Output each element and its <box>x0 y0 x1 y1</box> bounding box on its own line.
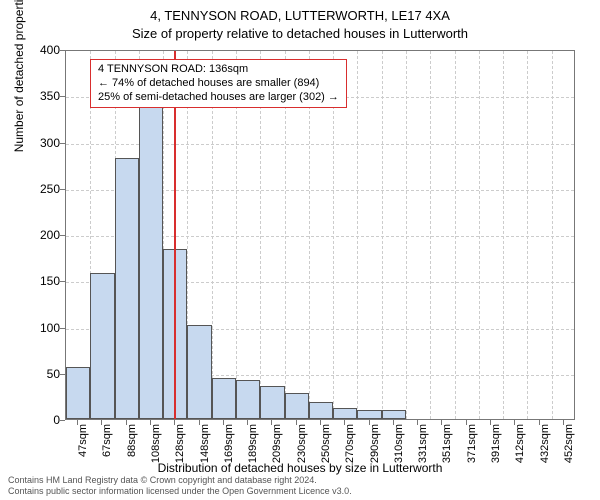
x-tick-label: 108sqm <box>150 424 162 464</box>
y-tick-mark <box>60 328 65 329</box>
footer-line: Contains HM Land Registry data © Crown c… <box>8 475 352 485</box>
y-tick-label: 0 <box>25 413 60 427</box>
x-tick-label: 169sqm <box>223 424 235 464</box>
gridline-v <box>430 51 431 419</box>
x-tick-label: 391sqm <box>490 424 502 464</box>
x-tick-label: 47sqm <box>77 424 89 464</box>
y-tick-label: 350 <box>25 89 60 103</box>
y-tick-label: 250 <box>25 182 60 196</box>
histogram-bar <box>90 273 114 419</box>
histogram-bar <box>382 410 406 419</box>
gridline-v <box>479 51 480 419</box>
x-tick-label: 270sqm <box>344 424 356 464</box>
gridline-v <box>455 51 456 419</box>
x-tick-label: 290sqm <box>369 424 381 464</box>
gridline-v <box>406 51 407 419</box>
x-tick-label: 452sqm <box>563 424 575 464</box>
x-tick-label: 412sqm <box>514 424 526 464</box>
histogram-bar <box>139 106 163 419</box>
annotation-line: 4 TENNYSON ROAD: 136sqm <box>98 63 339 77</box>
plot-area: 4 TENNYSON ROAD: 136sqm ← 74% of detache… <box>65 50 575 420</box>
x-tick-label: 250sqm <box>320 424 332 464</box>
y-tick-mark <box>60 374 65 375</box>
x-tick-label: 88sqm <box>126 424 138 464</box>
footer-attribution: Contains HM Land Registry data © Crown c… <box>8 475 352 496</box>
gridline-v <box>527 51 528 419</box>
x-tick-label: 209sqm <box>271 424 283 464</box>
x-tick-label: 230sqm <box>296 424 308 464</box>
y-tick-label: 300 <box>25 136 60 150</box>
gridline-v <box>552 51 553 419</box>
histogram-bar <box>115 158 139 419</box>
x-tick-label: 310sqm <box>393 424 405 464</box>
y-tick-label: 150 <box>25 274 60 288</box>
x-tick-label: 432sqm <box>539 424 551 464</box>
gridline-v <box>503 51 504 419</box>
x-tick-label: 67sqm <box>101 424 113 464</box>
chart-title-line2: Size of property relative to detached ho… <box>0 26 600 41</box>
gridline-v <box>382 51 383 419</box>
x-tick-label: 148sqm <box>199 424 211 464</box>
histogram-bar <box>260 386 284 419</box>
histogram-bar <box>309 402 333 419</box>
x-tick-label: 371sqm <box>466 424 478 464</box>
histogram-bar <box>285 393 309 419</box>
x-tick-label: 331sqm <box>417 424 429 464</box>
y-tick-label: 50 <box>25 367 60 381</box>
y-tick-mark <box>60 50 65 51</box>
x-tick-label: 128sqm <box>174 424 186 464</box>
annotation-line: ← 74% of detached houses are smaller (89… <box>98 77 339 91</box>
y-tick-label: 400 <box>25 43 60 57</box>
histogram-bar <box>187 325 211 419</box>
histogram-bar <box>357 410 381 419</box>
y-axis-label: Number of detached properties <box>12 0 26 152</box>
y-tick-label: 200 <box>25 228 60 242</box>
y-tick-label: 100 <box>25 321 60 335</box>
y-tick-mark <box>60 420 65 421</box>
histogram-bar <box>66 367 90 419</box>
y-tick-mark <box>60 235 65 236</box>
y-tick-mark <box>60 189 65 190</box>
y-tick-mark <box>60 143 65 144</box>
histogram-bar <box>333 408 357 419</box>
x-tick-label: 189sqm <box>247 424 259 464</box>
footer-line: Contains public sector information licen… <box>8 486 352 496</box>
histogram-bar <box>212 378 236 419</box>
y-tick-mark <box>60 281 65 282</box>
chart-title-line1: 4, TENNYSON ROAD, LUTTERWORTH, LE17 4XA <box>0 8 600 23</box>
y-tick-mark <box>60 96 65 97</box>
annotation-line: 25% of semi-detached houses are larger (… <box>98 91 339 105</box>
gridline-v <box>357 51 358 419</box>
x-tick-label: 351sqm <box>441 424 453 464</box>
histogram-bar <box>236 380 260 419</box>
annotation-box: 4 TENNYSON ROAD: 136sqm ← 74% of detache… <box>90 59 347 108</box>
